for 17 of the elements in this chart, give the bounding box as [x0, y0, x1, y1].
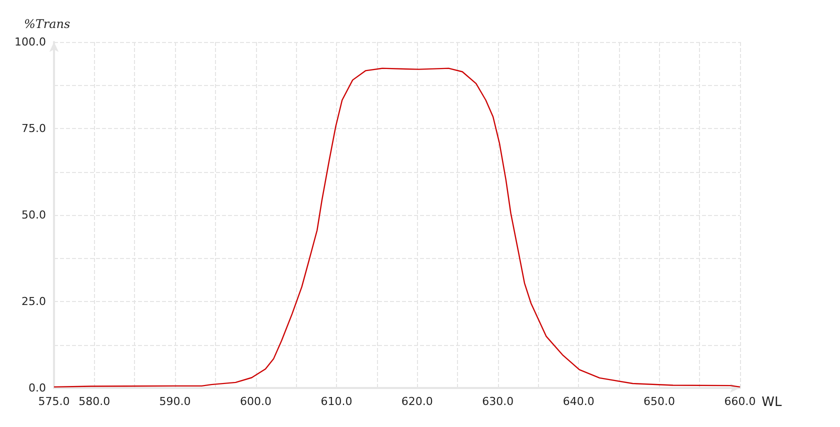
- x-tick-label: 640.0: [562, 395, 594, 408]
- y-tick-label: 50.0: [22, 208, 46, 222]
- x-tick-label: 660.0: [724, 395, 756, 408]
- y-tick-label: 100.0: [14, 36, 46, 48]
- y-tick-label: 75.0: [22, 122, 46, 135]
- x-tick-label: 575.0: [38, 395, 70, 408]
- x-tick-label: 600.0: [240, 395, 272, 408]
- y-tick-label: 25.0: [22, 295, 46, 308]
- y-axis-title: %Trans: [24, 17, 70, 31]
- x-tick-label: 590.0: [159, 395, 191, 408]
- x-axis-title: WL: [762, 395, 782, 410]
- x-tick-label: 610.0: [320, 395, 352, 408]
- x-tick-label: 630.0: [482, 395, 514, 408]
- x-tick-label: 650.0: [644, 395, 676, 408]
- x-tick-label: 620.0: [401, 395, 433, 408]
- x-tick-label: 580.0: [78, 395, 110, 408]
- y-tick-label: 0.0: [28, 382, 46, 394]
